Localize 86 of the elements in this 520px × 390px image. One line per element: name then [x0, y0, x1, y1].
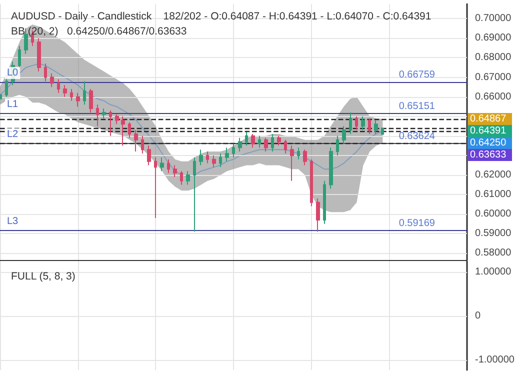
- candlestick: [342, 126, 346, 144]
- text: BB (20, 2) 0.64250/0.64867/0.63633: [11, 26, 187, 38]
- candlestick: [180, 170, 183, 186]
- candlestick: [24, 28, 28, 54]
- text: FULL (5, 8, 3): [11, 270, 76, 282]
- annotation: L1: [7, 98, 19, 110]
- candlestick: [141, 135, 144, 154]
- candlestick: [290, 145, 294, 182]
- candlestick: [57, 78, 60, 94]
- candlestick: [121, 116, 125, 146]
- y-tick-label: 0.58000: [475, 248, 512, 259]
- candlestick: [374, 120, 378, 134]
- candlestick: [219, 152, 222, 168]
- candlestick: [251, 133, 255, 148]
- ref-line-label: 0.64867: [470, 113, 507, 124]
- candlestick: [154, 156, 157, 218]
- candlestick: [355, 116, 358, 131]
- candlestick: [115, 114, 119, 125]
- candlestick: [89, 88, 93, 113]
- candlestick: [336, 135, 339, 156]
- candlestick: [76, 92, 80, 108]
- y-tick-label: 0.68000: [475, 52, 512, 64]
- annotation: L0: [7, 67, 19, 78]
- y-tick-label: 0.62000: [475, 169, 512, 180]
- candlestick: [329, 147, 333, 190]
- candlestick: [238, 137, 242, 152]
- candlestick: [160, 156, 164, 172]
- candlestick: [349, 112, 352, 134]
- y-tick-label: 0.66000: [475, 91, 512, 102]
- y-tick-label: 0.69000: [475, 32, 512, 44]
- candlestick: [323, 180, 326, 224]
- candlestick: [381, 128, 384, 136]
- y-tick-label: 0.67000: [475, 72, 512, 83]
- y-tick-label: 0.60000: [475, 208, 512, 220]
- candlestick: [264, 137, 268, 152]
- ref-line-label: 0.64391: [470, 125, 507, 136]
- y-tick-label: 0.59000: [475, 228, 512, 240]
- candlestick: [310, 158, 313, 207]
- candlestick: [37, 38, 41, 72]
- candlestick: [212, 154, 216, 168]
- ref-line-label: 0.59169: [398, 218, 436, 229]
- candlestick: [361, 116, 365, 131]
- candlestick: [258, 135, 261, 148]
- ref-line-label: 0.63624: [398, 130, 436, 142]
- candlestick: [225, 147, 229, 162]
- candlestick: [277, 135, 281, 146]
- candlestick: [167, 158, 170, 174]
- candlestick: [83, 80, 86, 106]
- candlestick: [63, 84, 67, 98]
- candlestick: [199, 149, 203, 166]
- candlestick: [368, 118, 371, 134]
- candlestick: [134, 130, 138, 152]
- ref-line-label: 0.63633: [470, 149, 507, 160]
- candlestick: [70, 88, 73, 102]
- candlestick: [232, 143, 235, 158]
- ref-line-label: 0.66759: [398, 69, 436, 80]
- candlestick: [245, 132, 248, 146]
- y-tick-label: 0.70000: [475, 13, 512, 24]
- candlestick: [173, 164, 177, 178]
- annotation: L2: [7, 128, 19, 140]
- y-tick-label: 0: [475, 310, 481, 322]
- candlestick: [271, 133, 274, 152]
- candlestick: [96, 104, 99, 127]
- candlestick: [109, 110, 112, 136]
- candlestick: [206, 151, 209, 164]
- y-tick-label: -1.00000: [475, 354, 515, 366]
- candlestick: [303, 149, 307, 166]
- candlestick: [147, 145, 151, 166]
- text: AUDUSD - Daily - Candlestick 182/202 - O:0.64087 - H:0.64391 - L:0.64070 - C:0.64391: [11, 10, 432, 22]
- candlestick: [297, 147, 300, 160]
- line-series: [0, 63, 384, 178]
- candlestick: [284, 139, 287, 154]
- annotation: L3: [7, 216, 19, 227]
- y-tick-label: 0.61000: [475, 189, 512, 200]
- y-tick-label: 1.00000: [475, 266, 512, 278]
- candlestick: [5, 76, 8, 98]
- candlestick: [186, 170, 190, 186]
- candlestick: [316, 198, 320, 232]
- candlestick: [44, 63, 47, 82]
- candlestick: [18, 46, 21, 70]
- candlestick: [193, 156, 196, 232]
- candlestick: [128, 122, 131, 138]
- ref-line-label: 0.65151: [398, 100, 436, 112]
- ref-line-label: 0.64250: [470, 137, 507, 148]
- candlestick: [102, 108, 106, 119]
- candlestick: [50, 72, 54, 88]
